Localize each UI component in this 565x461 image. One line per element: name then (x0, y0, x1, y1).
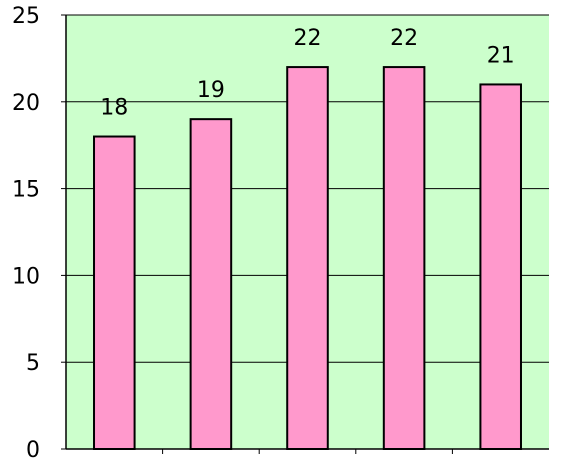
y-tick-label: 15 (12, 178, 40, 203)
data-label: 18 (100, 96, 128, 121)
data-label: 19 (197, 78, 225, 103)
bars (93, 66, 522, 451)
y-tick-label: 0 (26, 438, 40, 461)
y-tick-label: 20 (12, 91, 40, 116)
y-tick-label: 25 (12, 4, 40, 29)
bar (382, 66, 426, 451)
bar (479, 83, 522, 450)
y-tick-label: 5 (26, 351, 40, 376)
data-labels: 18 19 22 22 21 (100, 26, 514, 120)
data-label: 22 (294, 26, 322, 51)
y-tick-labels: 0 5 10 15 20 25 (12, 4, 40, 461)
bar (93, 135, 136, 451)
y-tick-label: 10 (12, 264, 40, 289)
axes (61, 14, 549, 454)
data-label: 21 (487, 43, 515, 68)
bar (286, 66, 329, 451)
data-label: 22 (390, 26, 418, 51)
bar (189, 118, 233, 450)
